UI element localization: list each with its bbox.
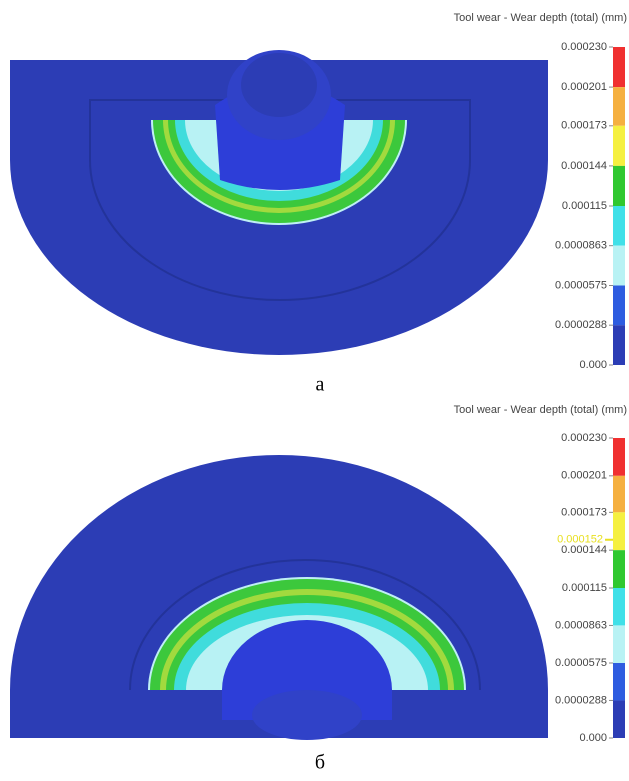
caption: б bbox=[315, 752, 325, 774]
scale-label: 0.000144 bbox=[561, 544, 607, 556]
wear-map-b bbox=[10, 455, 548, 740]
color-band bbox=[613, 588, 625, 625]
scale-label: 0.000230 bbox=[561, 432, 607, 444]
color-band bbox=[613, 438, 625, 476]
scale-label: 0.000201 bbox=[561, 470, 607, 482]
scale-label: 0.000173 bbox=[561, 506, 607, 518]
color-band bbox=[613, 700, 625, 738]
scale-label: 0.0000288 bbox=[555, 319, 607, 331]
caption: а bbox=[316, 374, 325, 396]
color-band bbox=[613, 625, 625, 663]
scale-label: 0.0000575 bbox=[555, 657, 607, 669]
color-band bbox=[613, 286, 625, 326]
scale-title: Tool wear - Wear depth (total) (mm) bbox=[454, 404, 627, 416]
color-band bbox=[613, 206, 625, 246]
color-band bbox=[613, 246, 625, 286]
scale-label: 0.000144 bbox=[561, 160, 607, 172]
scale-label: 0.000 bbox=[579, 732, 607, 744]
scale-title: Tool wear - Wear depth (total) (mm) bbox=[454, 12, 627, 24]
scale-label: 0.000230 bbox=[561, 41, 607, 53]
scale-label: 0.0000288 bbox=[555, 694, 607, 706]
marker-label: 0.000157 bbox=[557, 142, 603, 154]
scale-label: 0.0000575 bbox=[555, 279, 607, 291]
color-band bbox=[613, 166, 625, 206]
scale-label: 0.0000863 bbox=[555, 619, 607, 631]
marker-label: 0.000152 bbox=[557, 534, 603, 546]
color-band bbox=[613, 126, 625, 166]
color-band bbox=[613, 476, 625, 513]
color-band bbox=[613, 512, 625, 550]
scale-label: 0.000115 bbox=[562, 582, 607, 594]
color-band bbox=[613, 550, 625, 588]
scale-label: 0.0000863 bbox=[555, 240, 607, 252]
color-band bbox=[613, 663, 625, 700]
color-band bbox=[613, 325, 625, 365]
wear-map-a bbox=[10, 50, 548, 355]
figure: а б Tool wear - Wear depth (total) (mm) 0… bbox=[0, 0, 629, 776]
scale-label: 0.000201 bbox=[561, 81, 607, 93]
color-band bbox=[613, 87, 625, 126]
scale-label: 0.000 bbox=[579, 359, 607, 371]
scale-label: 0.000115 bbox=[562, 200, 607, 212]
scale-label: 0.000173 bbox=[561, 120, 607, 132]
color-band bbox=[613, 47, 625, 87]
